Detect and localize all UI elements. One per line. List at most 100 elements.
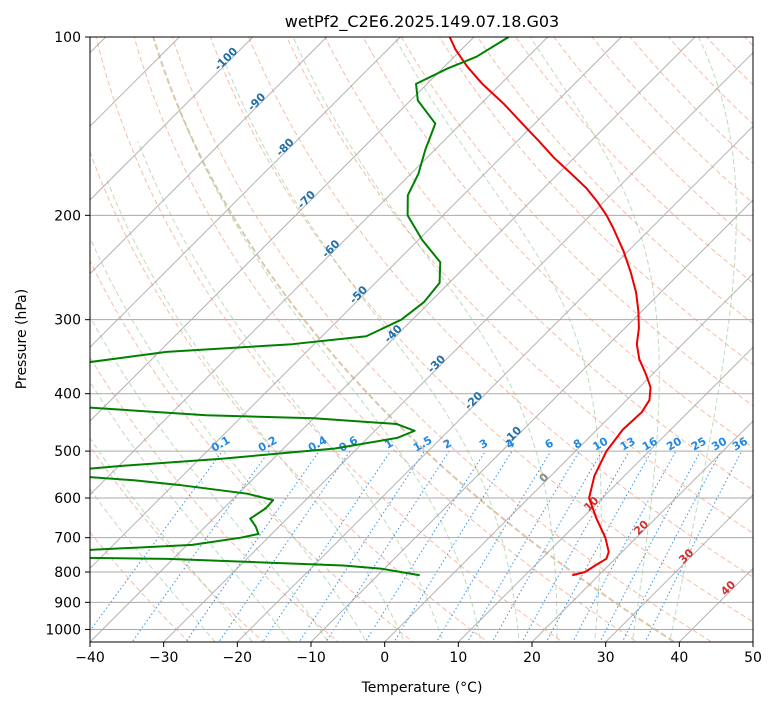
y-axis: 1000 900 800 700 600 500 400 300 200 100	[45, 30, 90, 638]
isotherm	[236, 125, 753, 642]
isotherm-label: -40	[382, 322, 405, 345]
mixing-ratio-label: 3	[477, 437, 490, 452]
y-tick-label: 400	[54, 387, 81, 403]
moist-adiabat	[529, 37, 660, 642]
plot-frame	[89, 36, 754, 643]
mixing-ratio-line	[491, 450, 603, 642]
dry-adiabat	[515, 37, 753, 284]
mixing-ratio-line	[393, 450, 513, 642]
dry-adiabat	[209, 37, 753, 623]
isotherm-label: -80	[273, 135, 296, 158]
isotherm	[752, 641, 753, 642]
moist-adiabat	[90, 488, 216, 642]
isotherm	[531, 420, 753, 642]
moist-adiabat	[137, 141, 444, 642]
y-tick-label: 100	[54, 30, 81, 46]
moist-adiabat	[176, 104, 482, 642]
moist-adiabat	[90, 437, 254, 642]
mixing-ratio-line	[435, 450, 552, 642]
chart-title: wetPf2_C2E6.2025.149.07.18.G03	[285, 12, 559, 32]
isotherm	[310, 199, 753, 642]
dry-adiabat	[95, 37, 564, 642]
x-tick-label: −30	[149, 650, 179, 666]
x-tick-label: 30	[597, 650, 615, 666]
mixing-ratio-line	[621, 450, 722, 642]
dry-adiabat	[744, 37, 753, 47]
x-tick-label: −10	[296, 650, 326, 666]
mixing-ratio-line	[262, 450, 392, 642]
y-tick-label: 800	[54, 565, 81, 581]
isotherm	[90, 37, 401, 349]
dry-adiabat	[591, 37, 753, 204]
isotherm	[90, 37, 696, 642]
isotherm	[384, 272, 753, 642]
dry-adiabat	[756, 10, 775, 654]
dry-adiabat	[400, 37, 753, 407]
isotherm-label: -30	[425, 352, 448, 375]
isotherm-label: -90	[245, 90, 268, 113]
isotherm	[90, 37, 328, 275]
isotherm	[90, 37, 475, 422]
mixing-ratio-line	[644, 450, 743, 642]
dry-adiabat	[286, 37, 753, 534]
dry-adiabat	[171, 37, 713, 642]
mixing-ratio-line	[131, 450, 270, 642]
moist-adiabat	[669, 37, 737, 642]
y-axis-label: Pressure (hPa)	[14, 289, 30, 389]
mixing-ratio-line	[185, 450, 320, 642]
profile-series	[90, 37, 510, 577]
dry-adiabat	[553, 37, 753, 244]
isotherm-label: -100	[212, 44, 241, 73]
x-tick-label: 20	[523, 650, 541, 666]
mixing-ratio-line	[545, 450, 653, 642]
isotherm-label: 20	[631, 517, 651, 537]
isotherm	[605, 493, 753, 642]
x-tick-label: −20	[223, 650, 253, 666]
moist-adiabat	[394, 37, 602, 642]
isotherm-label: 40	[718, 578, 738, 598]
y-tick-label: 1000	[45, 622, 81, 638]
dry-adiabat	[705, 37, 753, 86]
mixing-ratio-label: 6	[543, 436, 556, 451]
profile-lines	[90, 37, 652, 577]
profile-series	[448, 37, 652, 577]
parcel-curve	[152, 37, 677, 642]
dry-adiabat	[90, 150, 489, 642]
mixing-ratio-line	[325, 450, 450, 642]
mixing-ratio-line	[466, 450, 580, 642]
dry-adiabat	[133, 37, 638, 642]
dry-adiabat	[477, 37, 753, 325]
moist-adiabat	[106, 180, 406, 642]
y-tick-label: 200	[54, 208, 81, 224]
mixing-ratio-line	[298, 450, 425, 642]
isotherm	[90, 37, 622, 570]
background-lines	[90, 10, 775, 654]
isotherm-label: -20	[462, 389, 485, 412]
y-tick-label: 500	[54, 444, 81, 460]
isotherm-label: 30	[676, 546, 696, 566]
x-tick-label: 40	[670, 650, 688, 666]
dry-adiabat	[248, 37, 753, 578]
y-tick-label: 700	[54, 531, 81, 547]
x-tick-label: 50	[744, 650, 762, 666]
moist-adiabat	[292, 37, 558, 642]
moist-adiabat	[224, 61, 520, 642]
isotherm-label: -60	[319, 237, 342, 260]
moist-adiabat	[90, 315, 329, 642]
y-tick-label: 900	[54, 595, 81, 611]
isotherm-label: -70	[295, 188, 318, 211]
y-tick-label: 600	[54, 491, 81, 507]
y-tick-label: 300	[54, 313, 81, 329]
x-tick-label: 10	[449, 650, 467, 666]
isotherm	[90, 37, 549, 496]
x-tick-label: 0	[380, 650, 389, 666]
isotherm	[163, 51, 753, 642]
dry-adiabat	[90, 445, 265, 642]
dry-adiabat	[90, 356, 339, 642]
dry-adiabat	[667, 37, 753, 125]
isotherm	[457, 346, 753, 642]
mixing-ratio-line	[218, 450, 351, 642]
x-tick-label: −40	[75, 650, 105, 666]
dry-adiabat	[90, 531, 190, 642]
isotherm-label: -50	[347, 283, 370, 306]
